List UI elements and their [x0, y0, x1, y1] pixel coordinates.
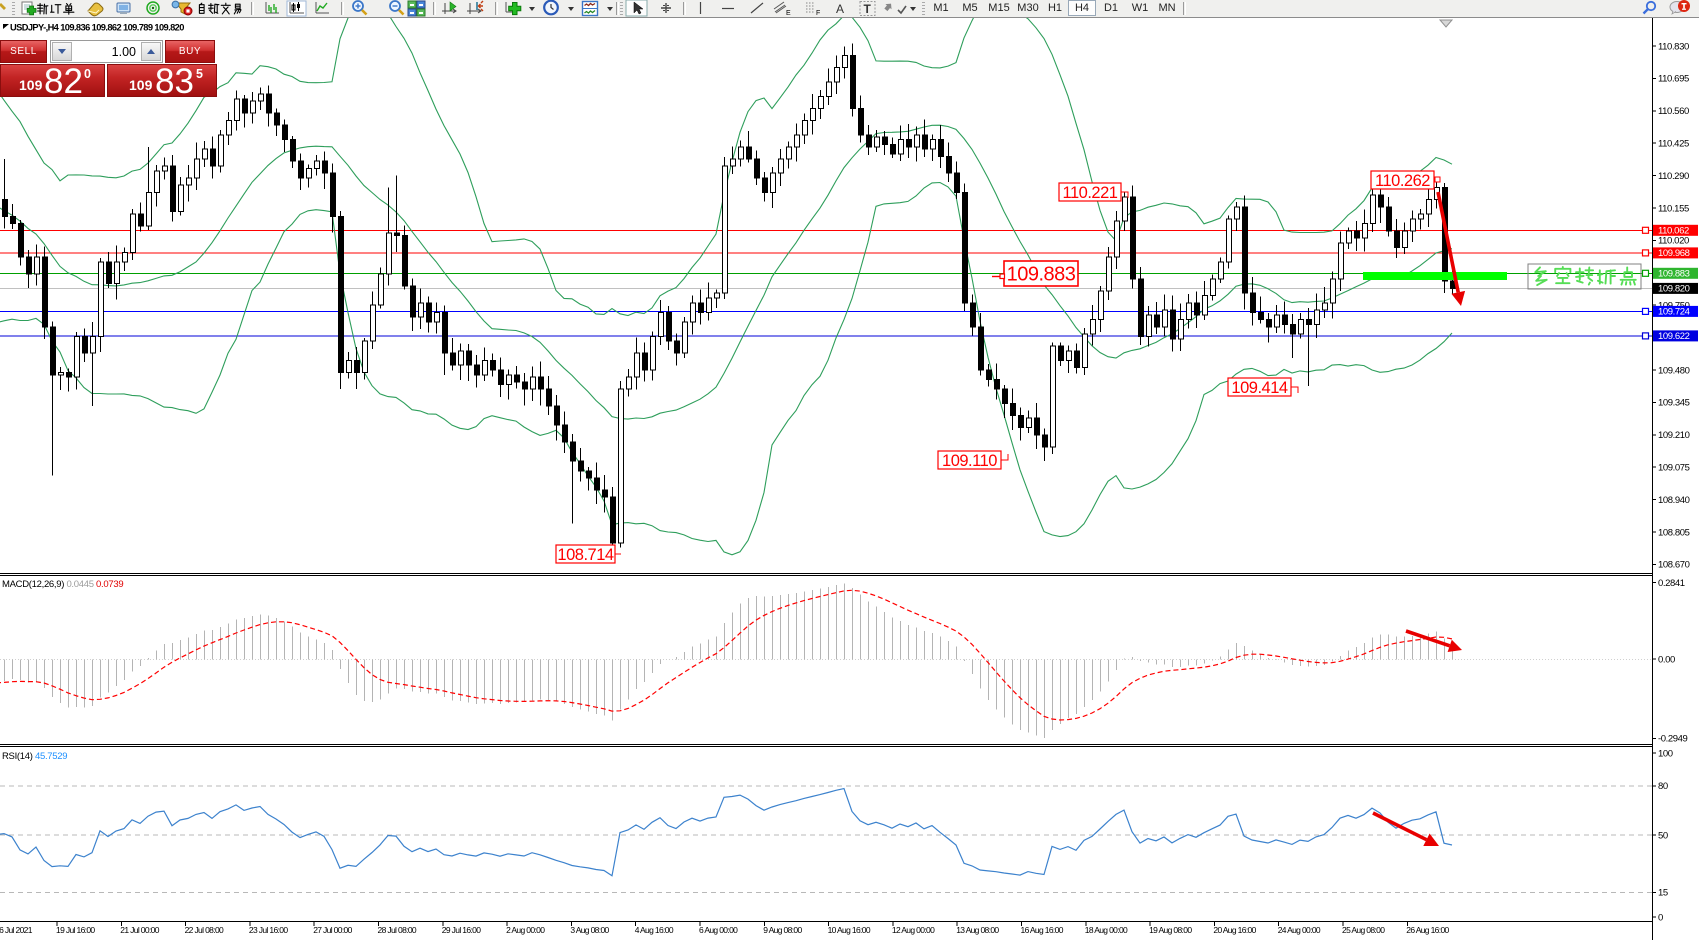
svg-text:21 Jul 00:00: 21 Jul 00:00 [120, 925, 159, 935]
svg-text:109.820: 109.820 [1658, 284, 1690, 295]
svg-text:19 Aug 08:00: 19 Aug 08:00 [1149, 925, 1192, 935]
svg-text:110.560: 110.560 [1658, 106, 1689, 117]
svg-text:MACD(12,26,9) 0.0445 0.0739: MACD(12,26,9) 0.0445 0.0739 [2, 579, 123, 590]
svg-text:RSI(14) 45.7529: RSI(14) 45.7529 [2, 751, 67, 762]
svg-text:109.414: 109.414 [1231, 379, 1287, 397]
svg-text:22 Jul 08:00: 22 Jul 08:00 [185, 925, 224, 935]
svg-text:50: 50 [1658, 830, 1668, 841]
svg-text:110.290: 110.290 [1658, 171, 1689, 182]
svg-text:USDJPY-,H4 109.836 109.862 10: USDJPY-,H4 109.836 109.862 109.789 109.8… [10, 23, 184, 33]
svg-text:F: F [816, 10, 820, 17]
svg-text:16 Jul 2021: 16 Jul 2021 [0, 925, 33, 935]
svg-text:2 Aug 00:00: 2 Aug 00:00 [506, 925, 545, 935]
svg-text:18 Aug 00:00: 18 Aug 00:00 [1085, 925, 1128, 935]
svg-text:110.262: 110.262 [1375, 172, 1430, 190]
svg-text:110.830: 110.830 [1658, 41, 1689, 52]
svg-text:110.062: 110.062 [1658, 226, 1689, 237]
svg-text:28 Jul 08:00: 28 Jul 08:00 [378, 925, 417, 935]
svg-text:110.221: 110.221 [1063, 184, 1118, 202]
svg-text:6 Aug 00:00: 6 Aug 00:00 [699, 925, 738, 935]
svg-text:108.714: 108.714 [557, 546, 613, 564]
svg-text:108.670: 108.670 [1658, 560, 1690, 571]
svg-text:3 Aug 08:00: 3 Aug 08:00 [570, 925, 609, 935]
svg-text:-0.2949: -0.2949 [1658, 734, 1688, 745]
svg-text:0.00: 0.00 [1658, 654, 1675, 665]
svg-text:4 Aug 16:00: 4 Aug 16:00 [635, 925, 674, 935]
svg-text:0.2841: 0.2841 [1658, 578, 1685, 589]
svg-text:110.020: 110.020 [1658, 236, 1689, 247]
svg-text:20 Aug 16:00: 20 Aug 16:00 [1213, 925, 1256, 935]
svg-text:13 Aug 08:00: 13 Aug 08:00 [956, 925, 999, 935]
svg-text:15: 15 [1658, 888, 1668, 899]
svg-text:16 Aug 16:00: 16 Aug 16:00 [1021, 925, 1064, 935]
svg-text:109.883: 109.883 [1658, 269, 1690, 280]
svg-text:25 Aug 08:00: 25 Aug 08:00 [1342, 925, 1385, 935]
svg-text:108.940: 108.940 [1658, 495, 1690, 506]
svg-text:10 Aug 16:00: 10 Aug 16:00 [828, 925, 871, 935]
svg-text:109.883: 109.883 [1007, 264, 1076, 286]
svg-text:109.210: 109.210 [1658, 430, 1690, 441]
svg-text:T: T [864, 2, 872, 16]
svg-text:109.075: 109.075 [1658, 463, 1690, 474]
svg-text:A: A [836, 2, 844, 16]
svg-text:27 Jul 00:00: 27 Jul 00:00 [313, 925, 352, 935]
svg-text:24 Aug 00:00: 24 Aug 00:00 [1278, 925, 1321, 935]
svg-text:80: 80 [1658, 781, 1668, 792]
svg-text:100: 100 [1658, 748, 1673, 759]
svg-text:23 Jul 16:00: 23 Jul 16:00 [249, 925, 288, 935]
svg-text:109.345: 109.345 [1658, 398, 1690, 409]
svg-text:109.110: 109.110 [942, 452, 997, 470]
svg-text:9 Aug 08:00: 9 Aug 08:00 [763, 925, 802, 935]
svg-text:109.968: 109.968 [1658, 248, 1690, 259]
svg-text:19 Jul 16:00: 19 Jul 16:00 [56, 925, 95, 935]
svg-text:26 Aug 16:00: 26 Aug 16:00 [1406, 925, 1449, 935]
svg-text:110.425: 110.425 [1658, 139, 1689, 150]
svg-text:110.155: 110.155 [1658, 203, 1689, 214]
svg-text:108.805: 108.805 [1658, 527, 1690, 538]
svg-text:109.724: 109.724 [1658, 307, 1690, 318]
svg-text:29 Jul 16:00: 29 Jul 16:00 [442, 925, 481, 935]
svg-text:E: E [786, 10, 791, 17]
svg-text:12 Aug 00:00: 12 Aug 00:00 [892, 925, 935, 935]
svg-text:109.622: 109.622 [1658, 331, 1690, 342]
svg-text:109.480: 109.480 [1658, 365, 1690, 376]
svg-text:0: 0 [1658, 912, 1663, 923]
svg-text:110.695: 110.695 [1658, 74, 1689, 85]
